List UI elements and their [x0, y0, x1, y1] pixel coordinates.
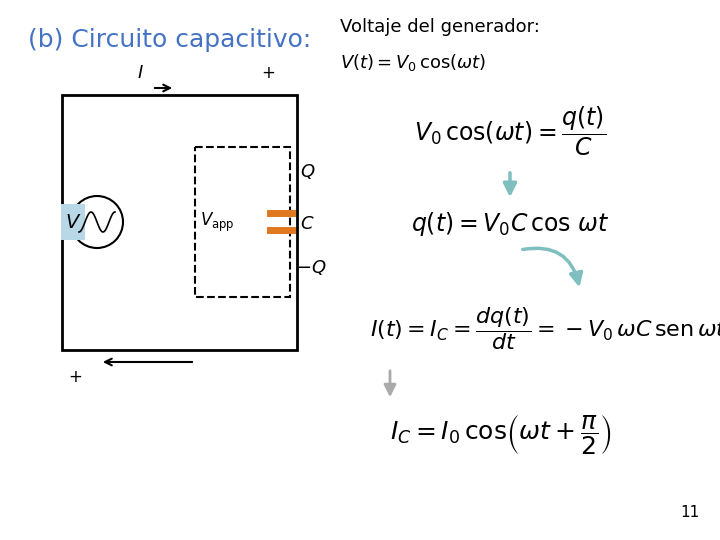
Text: $q(t) = V_0 C\,\cos\,\omega t$: $q(t) = V_0 C\,\cos\,\omega t$	[410, 210, 609, 238]
Text: $V$: $V$	[65, 213, 81, 232]
FancyBboxPatch shape	[61, 204, 85, 240]
Text: $V(t) = V_0\,\cos(\omega t)$: $V(t) = V_0\,\cos(\omega t)$	[340, 52, 486, 73]
Text: $V_0\,\cos(\omega t) = \dfrac{q(t)}{C}$: $V_0\,\cos(\omega t) = \dfrac{q(t)}{C}$	[414, 105, 606, 158]
Bar	[195, 147, 290, 297]
Text: $Q$: $Q$	[300, 162, 315, 181]
Text: 11: 11	[680, 505, 700, 520]
Text: $C$: $C$	[300, 215, 315, 233]
Text: $+$: $+$	[68, 368, 82, 386]
Text: Voltaje del generador:: Voltaje del generador:	[340, 18, 540, 36]
Text: $I$: $I$	[137, 64, 143, 82]
Bar	[62, 95, 297, 350]
Text: $I(t) = I_C = \dfrac{dq(t)}{dt} = -V_0\,\omega C\,\mathrm{sen}\,\omega t$: $I(t) = I_C = \dfrac{dq(t)}{dt} = -V_0\,…	[370, 305, 720, 352]
Text: $I_C = I_0\,\cos\!\left(\omega t + \dfrac{\pi}{2}\right)$: $I_C = I_0\,\cos\!\left(\omega t + \dfra…	[390, 413, 611, 457]
Circle shape	[71, 196, 123, 248]
Text: $+$: $+$	[261, 64, 275, 82]
Text: (b) Circuito capacitivo:: (b) Circuito capacitivo:	[28, 28, 311, 52]
Text: $-Q$: $-Q$	[296, 258, 327, 277]
Text: $V_{\mathrm{app}}$: $V_{\mathrm{app}}$	[200, 211, 235, 234]
